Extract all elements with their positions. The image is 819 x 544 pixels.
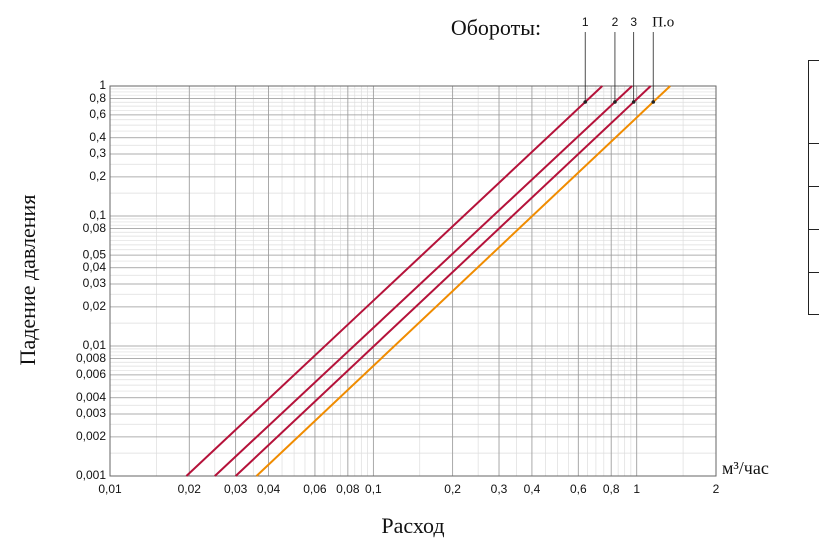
- y-tick-label: 0,001: [76, 468, 106, 482]
- chart-title: Обороты:: [451, 15, 541, 40]
- x-tick-label: 0,3: [491, 482, 508, 496]
- y-axis-label: Падение давления: [15, 195, 40, 366]
- marker-dot: [613, 100, 617, 104]
- y-tick-label: 0,008: [76, 351, 106, 365]
- x-tick-label: 2: [713, 482, 720, 496]
- x-tick-label: 0,4: [524, 482, 541, 496]
- legend-label: 2: [612, 15, 619, 29]
- y-tick-label: 0,05: [83, 247, 107, 261]
- x-tick-label: 0,03: [224, 482, 248, 496]
- y-tick-label: 0,004: [76, 390, 106, 404]
- y-tick-label: 0,6: [89, 107, 106, 121]
- marker-dot: [651, 100, 656, 104]
- x-tick-label: 0,04: [257, 482, 281, 496]
- table-frame: [808, 60, 819, 315]
- x-tick-label: 1: [633, 482, 640, 496]
- y-tick-label: 0,02: [83, 299, 107, 313]
- y-tick-label: 0,4: [89, 130, 106, 144]
- series-line: [234, 85, 652, 477]
- y-tick-label: 0,002: [76, 429, 106, 443]
- y-tick-label: 0,003: [76, 406, 106, 420]
- x-tick-label: 0,06: [303, 482, 327, 496]
- legend-label: 1: [582, 15, 589, 29]
- x-tick-label: 0,8: [603, 482, 620, 496]
- x-unit: м³/час: [722, 458, 769, 478]
- marker-dot: [631, 100, 636, 104]
- x-tick-label: 0,6: [570, 482, 587, 496]
- y-tick-label: 1: [99, 78, 106, 92]
- y-tick-label: 0,2: [89, 169, 106, 183]
- x-tick-label: 0,01: [98, 482, 122, 496]
- marker-dot: [583, 100, 588, 104]
- y-tick-label: 0,006: [76, 367, 106, 381]
- side-table: [808, 60, 819, 315]
- y-tick-label: 0,8: [89, 91, 106, 105]
- legend-label: П.о: [652, 14, 674, 30]
- x-tick-label: 0,08: [336, 482, 360, 496]
- x-tick-label: 0,1: [365, 482, 382, 496]
- y-tick-label: 0,03: [83, 276, 107, 290]
- x-tick-label: 0,02: [178, 482, 202, 496]
- y-tick-label: 0,04: [83, 260, 107, 274]
- series-line: [185, 85, 603, 477]
- series-line: [255, 85, 671, 477]
- x-tick-label: 0,2: [444, 482, 461, 496]
- plot-frame: [109, 85, 717, 477]
- x-axis-label: Расход: [381, 513, 444, 538]
- legend-label: 3: [630, 15, 637, 29]
- y-tick-label: 0,08: [83, 221, 107, 235]
- y-tick-label: 0,1: [89, 208, 106, 222]
- series-line: [214, 85, 633, 477]
- y-tick-label: 0,3: [89, 146, 106, 160]
- y-tick-label: 0,01: [83, 338, 107, 352]
